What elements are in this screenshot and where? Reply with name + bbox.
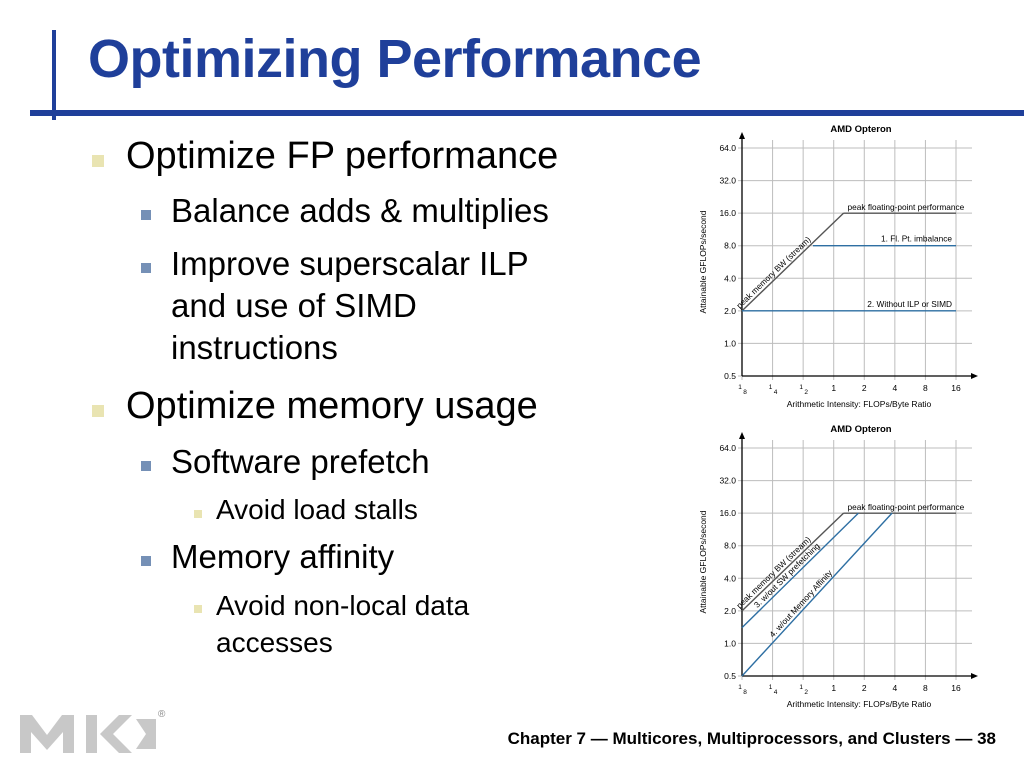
- bullet-marker: [141, 263, 151, 273]
- chart1-y-tick-label: 8.0: [724, 241, 736, 251]
- bullet-marker: [92, 405, 104, 417]
- chart2-x-tick-label: 4: [892, 683, 897, 693]
- chart2-series-line-3: [741, 512, 859, 629]
- bullet-memory-affinity: Memory affinity: [171, 538, 395, 575]
- chart2-y-tick-label: 16.0: [719, 508, 736, 518]
- chart1-y-tick-label: 32.0: [719, 176, 736, 186]
- bullet-non-local-line1: Avoid non-local data: [216, 590, 470, 621]
- chart1-y-arrow: [739, 132, 745, 139]
- chart2-x-tick-label: 1: [831, 683, 836, 693]
- chart2-x-tick-label: 1: [799, 684, 803, 691]
- title-accent-horizontal: [30, 110, 1024, 116]
- chart2-y-axis-label: Attainable GFLOPs/second: [698, 510, 708, 613]
- chart1-y-tick-label: 16.0: [719, 208, 736, 218]
- chart2-series-line-1: [741, 512, 845, 612]
- chart1-x-tick-label: 1: [831, 383, 836, 393]
- chart2-series-line-4: [741, 512, 893, 677]
- chart1-y-tick-label: 1.0: [724, 338, 736, 348]
- chart2-y-tick-label: 32.0: [719, 476, 736, 486]
- slide-footer: Chapter 7 — Multicores, Multiprocessors,…: [507, 729, 996, 748]
- registered-mark: ®: [158, 709, 166, 720]
- chart2-y-tick-label: 8.0: [724, 541, 736, 551]
- bullet-fp-performance: Optimize FP performance: [126, 135, 559, 177]
- chart2-series-label-2: peak floating-point performance: [848, 502, 965, 512]
- chart1-x-axis-label: Arithmetic Intensity: FLOPs/Byte Ratio: [787, 399, 932, 409]
- chart2-x-tick-label: 1: [738, 684, 742, 691]
- chart2-x-tick-label-denominator: 2: [804, 689, 808, 696]
- bullet-sw-prefetch: Software prefetch: [171, 443, 430, 480]
- chart2-x-tick-label: 8: [923, 683, 928, 693]
- bullet-marker: [141, 210, 151, 220]
- chart1-x-tick-label-denominator: 2: [804, 389, 808, 396]
- chart1-x-tick-label: 16: [951, 383, 961, 393]
- chart1-x-tick-label: 4: [892, 383, 897, 393]
- bullet-marker: [194, 605, 202, 613]
- bullet-marker: [141, 461, 151, 471]
- chart2-x-tick-label-denominator: 8: [743, 689, 747, 696]
- slide-title: Optimizing Performance: [88, 29, 702, 89]
- chart1-x-tick-label: 2: [862, 383, 867, 393]
- chart1-x-arrow: [971, 373, 978, 379]
- chart2-x-tick-label: 2: [862, 683, 867, 693]
- chart1-series-line-1: [741, 212, 845, 312]
- bullet-load-stalls: Avoid load stalls: [216, 494, 418, 525]
- bullet-memory-usage: Optimize memory usage: [126, 385, 538, 427]
- bullet-marker: [92, 155, 104, 167]
- chart2-y-arrow: [739, 432, 745, 439]
- chart2-y-tick-label: 4.0: [724, 573, 736, 583]
- chart1-x-tick-label: 1: [738, 384, 742, 391]
- chart1-y-tick-label: 0.5: [724, 371, 736, 381]
- chart1-series-label-3: 1. Fl. Pt. imbalance: [881, 234, 952, 244]
- chart1-y-tick-label: 2.0: [724, 306, 736, 316]
- bullet-ilp-line2: and use of SIMD: [171, 287, 417, 324]
- chart2-x-arrow: [971, 673, 978, 679]
- chart1-series-label-2: peak floating-point performance: [848, 202, 965, 212]
- bullet-ilp-line1: Improve superscalar ILP: [171, 245, 529, 282]
- chart2-x-tick-label: 1: [769, 684, 773, 691]
- roofline-chart-1: AMD Opteron0.51.02.04.08.016.032.064.018…: [698, 124, 978, 409]
- roofline-chart-2: AMD Opteron0.51.02.04.08.016.032.064.018…: [698, 424, 978, 709]
- chart1-y-tick-label: 64.0: [719, 143, 736, 153]
- bullet-marker: [141, 556, 151, 566]
- bullet-ilp-line3: instructions: [171, 329, 338, 366]
- chart1-x-tick-label-denominator: 8: [743, 389, 747, 396]
- chart1-x-tick-label: 1: [799, 384, 803, 391]
- chart1-y-axis-label: Attainable GFLOPs/second: [698, 210, 708, 313]
- chart2-x-tick-label: 16: [951, 683, 961, 693]
- chart2-title: AMD Opteron: [830, 424, 891, 435]
- chart1-x-tick-label: 1: [769, 384, 773, 391]
- chart1-x-tick-label-denominator: 4: [774, 389, 778, 396]
- chart2-x-axis-label: Arithmetic Intensity: FLOPs/Byte Ratio: [787, 699, 932, 709]
- chart1-title: AMD Opteron: [830, 124, 891, 135]
- chart2-y-tick-label: 0.5: [724, 671, 736, 681]
- bullet-non-local-line2: accesses: [216, 627, 333, 658]
- chart1-y-tick-label: 4.0: [724, 273, 736, 283]
- chart1-x-tick-label: 8: [923, 383, 928, 393]
- chart2-y-tick-label: 1.0: [724, 638, 736, 648]
- chart2-x-tick-label-denominator: 4: [774, 689, 778, 696]
- chart2-y-tick-label: 64.0: [719, 443, 736, 453]
- bullet-marker: [194, 510, 202, 518]
- mk-logo: ®: [20, 709, 166, 753]
- title-accent-vertical: [52, 30, 56, 120]
- chart1-series-label-4: 2. Without ILP or SIMD: [867, 299, 952, 309]
- bullet-balance: Balance adds & multiplies: [171, 192, 549, 229]
- chart2-y-tick-label: 2.0: [724, 606, 736, 616]
